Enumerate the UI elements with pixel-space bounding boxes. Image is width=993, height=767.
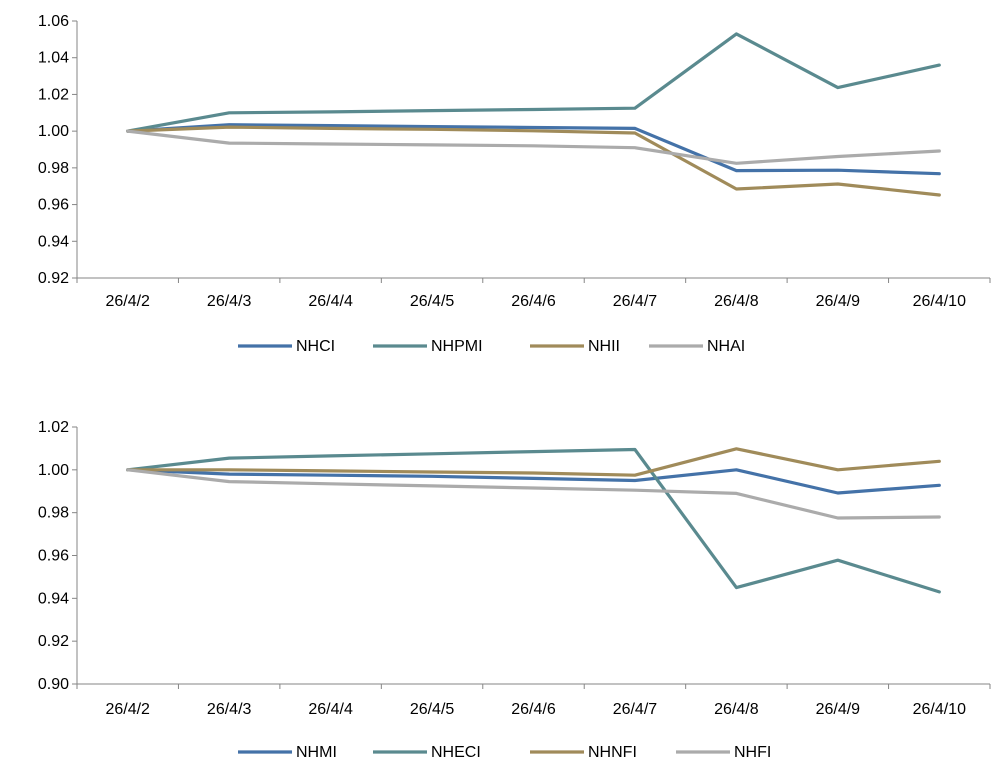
- y-tick-label: 1.00: [38, 462, 69, 479]
- x-tick-label: 26/4/8: [714, 293, 759, 310]
- legend-label-nhfi: NHFI: [734, 744, 771, 761]
- legend-label-nhci: NHCI: [296, 338, 335, 355]
- bottom-line-chart: 1.02 1.00 0.98 0.96 0.94 0.92 0.90 26/4/2 26/4/3…: [38, 419, 991, 761]
- x-tick-label: 26/4/4: [308, 701, 353, 718]
- x-tick-label: 26/4/9: [816, 293, 861, 310]
- y-tick-label: 0.94: [38, 233, 69, 250]
- series-line-nhii: [126, 125, 941, 197]
- x-tick-label: 26/4/7: [613, 701, 658, 718]
- y-tick-label: 1.04: [38, 50, 69, 67]
- x-tick-label: 26/4/5: [410, 293, 455, 310]
- x-tick-label: 26/4/2: [105, 701, 150, 718]
- x-tick-label: 26/4/8: [714, 701, 759, 718]
- y-tick-label: 0.92: [38, 270, 69, 287]
- x-tick-label: 26/4/6: [511, 701, 556, 718]
- x-tick-label: 26/4/7: [613, 293, 658, 310]
- series-line-nhai: [126, 129, 941, 165]
- y-tick-label: 0.96: [38, 548, 69, 565]
- y-tick-label: 1.02: [38, 419, 69, 436]
- series-line-nheci: [126, 447, 941, 594]
- x-tick-label: 26/4/5: [410, 701, 455, 718]
- legend-label-nhai: NHAI: [707, 338, 745, 355]
- series-line-nhmi: [126, 468, 941, 495]
- x-tick-label: 26/4/2: [105, 293, 150, 310]
- legend-label-nhpmi: NHPMI: [431, 338, 483, 355]
- top-line-chart: 1.06 1.04 1.02 1.00 0.98 0.96 0.94 0.92 26/4/2 26…: [38, 13, 991, 355]
- y-tick-label: 0.90: [38, 676, 69, 693]
- x-tick-label: 26/4/6: [511, 293, 556, 310]
- legend-label-nheci: NHECI: [431, 744, 481, 761]
- series-line-nhpmi: [126, 32, 941, 133]
- legend-label-nhii: NHII: [588, 338, 620, 355]
- x-tick-label: 26/4/10: [913, 293, 966, 310]
- x-tick-label: 26/4/10: [913, 701, 966, 718]
- legend-label-nhmi: NHMI: [296, 744, 337, 761]
- x-tick-label: 26/4/9: [816, 701, 861, 718]
- y-tick-label: 0.98: [38, 505, 69, 522]
- y-tick-label: 1.02: [38, 86, 69, 103]
- y-tick-label: 1.06: [38, 13, 69, 30]
- y-tick-label: 0.96: [38, 197, 69, 214]
- series-line-nhnfi: [126, 447, 941, 477]
- y-tick-label: 0.98: [38, 160, 69, 177]
- series-line-nhci: [126, 123, 941, 176]
- y-tick-label: 1.00: [38, 123, 69, 140]
- x-tick-label: 26/4/3: [207, 293, 252, 310]
- y-tick-label: 0.94: [38, 590, 69, 607]
- y-tick-label: 0.92: [38, 633, 69, 650]
- series-line-nhfi: [126, 468, 941, 520]
- legend-label-nhnfi: NHNFI: [588, 744, 637, 761]
- x-tick-label: 26/4/4: [308, 293, 353, 310]
- x-tick-label: 26/4/3: [207, 701, 252, 718]
